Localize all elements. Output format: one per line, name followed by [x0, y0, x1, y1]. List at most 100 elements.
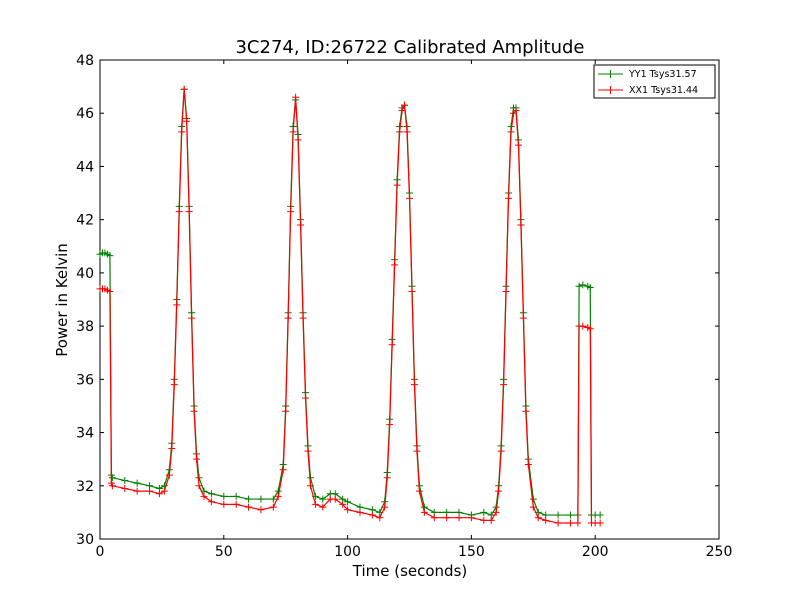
data-point [160, 487, 168, 495]
data-point [155, 490, 163, 498]
data-point [180, 85, 188, 93]
y-tick-label: 32 [76, 479, 94, 495]
data-point [306, 482, 314, 490]
data-point [279, 466, 287, 474]
legend-marker-xx1 [606, 86, 615, 94]
data-point [274, 492, 282, 500]
data-point [480, 516, 488, 524]
data-point [344, 506, 352, 514]
data-point [524, 460, 532, 468]
data-point [500, 381, 508, 389]
data-point [403, 128, 411, 136]
data-point [586, 325, 594, 333]
legend-marker-yy1 [606, 70, 615, 78]
series-xx1 [96, 85, 604, 527]
data-point [284, 314, 292, 322]
data-point [193, 455, 201, 463]
data-point [195, 482, 203, 490]
legend-box [593, 64, 716, 99]
data-point [566, 511, 574, 519]
data-point [133, 479, 141, 487]
data-point [391, 261, 399, 269]
data-point [294, 136, 302, 144]
data-point [302, 394, 310, 402]
data-point [165, 471, 173, 479]
data-point [381, 503, 389, 511]
data-point [220, 492, 228, 500]
data-point [178, 128, 186, 136]
ticks-layer: 0 50 100 150 200 250 30 32 34 36 38 40 42 44 46 48 [76, 53, 732, 560]
data-point [514, 141, 522, 149]
data-point [173, 301, 181, 309]
legend-label-yy1: YY1 Tsys31.57 [628, 69, 697, 80]
x-tick-label: 200 [582, 544, 609, 560]
data-point [398, 107, 406, 115]
data-point [331, 495, 339, 503]
data-point [168, 445, 176, 453]
data-point [596, 519, 604, 527]
y-axis-label: Power in Kelvin [53, 243, 71, 357]
data-point [420, 508, 428, 516]
x-tick-label: 100 [334, 544, 361, 560]
data-point [376, 514, 384, 522]
data-point [410, 381, 418, 389]
data-point [492, 508, 500, 516]
data-point [579, 281, 587, 289]
x-axis-label: Time (seconds) [352, 562, 468, 580]
data-point [175, 208, 183, 216]
data-point [106, 288, 114, 296]
data-point [188, 314, 196, 322]
data-point [415, 487, 423, 495]
data-point [257, 506, 265, 514]
data-point [319, 503, 327, 511]
axes-frame [99, 59, 720, 540]
data-point [287, 208, 295, 216]
data-point [495, 487, 503, 495]
data-point [443, 514, 451, 522]
data-point [529, 495, 537, 503]
data-point [299, 314, 307, 322]
data-point [566, 519, 574, 527]
data-point [292, 93, 300, 101]
y-tick-label: 40 [76, 266, 94, 282]
data-point [408, 288, 416, 296]
data-point [455, 514, 463, 522]
data-point [133, 487, 141, 495]
data-point [311, 500, 319, 508]
y-tick-label: 36 [76, 372, 94, 388]
data-point [356, 508, 364, 516]
data-point [170, 381, 178, 389]
data-point [339, 500, 347, 508]
data-point [383, 474, 391, 482]
data-point [575, 282, 583, 290]
data-point [579, 322, 587, 330]
data-point [487, 516, 495, 524]
data-point [108, 482, 116, 490]
data-point [121, 476, 129, 484]
data-point [207, 498, 215, 506]
data-point [522, 407, 530, 415]
data-point [574, 519, 582, 527]
data-point [108, 474, 116, 482]
plot-area: 0 50 100 150 200 250 30 32 34 36 38 40 42 44 46 48 [76, 53, 732, 560]
legend-label-xx1: XX1 Tsys31.44 [629, 85, 698, 96]
data-point [502, 288, 510, 296]
data-point [542, 516, 550, 524]
data-point [319, 495, 327, 503]
data-point [121, 484, 129, 492]
data-point [232, 500, 240, 508]
x-tick-label: 50 [215, 544, 233, 560]
y-tick-label: 42 [76, 213, 94, 229]
data-point [430, 514, 438, 522]
data-point [146, 487, 154, 495]
data-point [467, 514, 475, 522]
data-point [185, 208, 193, 216]
data-point [534, 514, 542, 522]
data-point [200, 492, 208, 500]
legend: YY1 Tsys31.57 XX1 Tsys31.44 [593, 64, 716, 99]
y-tick-label: 44 [76, 159, 94, 175]
data-point [554, 511, 562, 519]
data-point [388, 341, 396, 349]
data-point [512, 107, 520, 115]
data-point [106, 252, 114, 260]
